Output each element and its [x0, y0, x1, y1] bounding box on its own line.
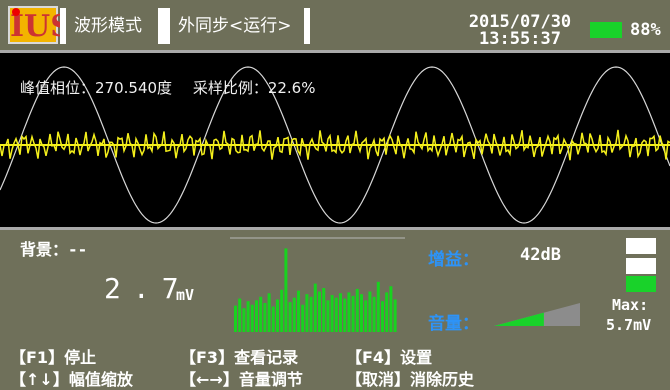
amplitude-bar — [305, 294, 309, 332]
amplitude-bar — [368, 291, 372, 332]
amplitude-zoom-key[interactable]: 【↑↓】幅值缩放 — [10, 370, 133, 389]
amplitude-bar — [339, 293, 342, 332]
amplitude-bar — [376, 281, 380, 332]
amplitude-bar — [242, 308, 246, 332]
amplitude-bar — [309, 296, 313, 332]
waveform-plot — [0, 66, 670, 224]
amplitude-bar — [318, 291, 321, 332]
function-key-bar: 【F1】停止 【F3】查看记录 【F4】设置 【↑↓】幅值缩放 【←→】音量调节… — [0, 338, 670, 389]
waveform-mode-tab[interactable]: 波形模式 — [60, 8, 164, 44]
amplitude-bar — [297, 290, 300, 332]
top-status-bar: IUS 波形模式 外同步<运行> 2015/07/30 13:55:37 88% — [0, 0, 670, 50]
f3-records-key[interactable]: 【F3】查看记录 — [180, 348, 299, 367]
waveform-display: 峰值相位：270.540度 采样比例：22.6% — [0, 50, 670, 230]
f4-settings-key[interactable]: 【F4】设置 — [346, 348, 433, 367]
amplitude-bar — [246, 301, 250, 332]
ius-logo: IUS — [8, 6, 72, 44]
amplitude-bar — [347, 292, 351, 332]
measurement-value: 2.7 — [104, 272, 191, 305]
amplitude-bar — [255, 300, 258, 332]
sampling-ratio-label: 采样比例：22.6% — [192, 79, 316, 97]
amplitude-bar — [259, 296, 263, 332]
amplitude-bar — [360, 294, 363, 332]
sine-reference-wave — [0, 66, 670, 224]
external-sync-status[interactable]: 外同步<运行> — [164, 8, 310, 44]
amplitude-bars — [230, 237, 405, 332]
time-text: 13:55:37 — [479, 29, 561, 49]
gain-label: 增益： — [428, 250, 479, 270]
record-dot-icon — [12, 8, 20, 16]
amplitude-bar — [301, 304, 305, 332]
level-box-2 — [626, 258, 656, 274]
gain-value: 42dB — [520, 245, 561, 265]
level-box-3 — [626, 276, 656, 292]
amplitude-bar — [381, 301, 384, 332]
amplitude-bar — [280, 289, 284, 332]
measurement-unit: mV — [176, 286, 195, 304]
volume-adjust-key[interactable]: 【←→】音量调节 — [180, 370, 303, 389]
background-label: 背景：-- — [20, 240, 88, 259]
amplitude-bar — [322, 288, 326, 332]
amplitude-bar — [250, 304, 254, 332]
readout-panel: 背景：-- 2.7 mV 增益： 42dB 音量： Max: 5.7mV — [0, 230, 670, 338]
f1-stop-key[interactable]: 【F1】停止 — [10, 348, 97, 367]
amplitude-bar — [393, 299, 397, 332]
amplitude-bar — [284, 248, 288, 332]
amplitude-bar — [372, 296, 376, 332]
amplitude-bar — [389, 286, 393, 332]
amplitude-bar — [313, 283, 317, 332]
amplitude-bar — [334, 297, 338, 332]
amplitude-bar — [385, 292, 389, 332]
scope-info: 峰值相位：270.540度 采样比例：22.6% — [20, 77, 331, 98]
battery-percentage: 88% — [630, 20, 661, 40]
amplitude-bar — [238, 298, 242, 332]
clear-history-key[interactable]: 【取消】消除历史 — [346, 370, 475, 389]
amplitude-bar — [330, 295, 334, 332]
amplitude-bar — [267, 293, 271, 332]
max-value: 5.7mV — [606, 316, 652, 334]
amplitude-bar — [288, 302, 292, 332]
max-label: Max: — [612, 296, 649, 314]
signal-wave — [0, 129, 670, 161]
date-text: 2015/07/30 — [468, 12, 572, 32]
amplitude-bar — [326, 300, 330, 332]
amplitude-bar — [234, 305, 237, 332]
peak-phase-label: 峰值相位：270.540度 — [20, 79, 173, 97]
volume-fill — [494, 312, 544, 326]
volume-slider[interactable] — [494, 303, 580, 327]
battery-icon — [590, 22, 622, 38]
amplitude-bar — [276, 299, 279, 332]
amplitude-bar — [343, 298, 347, 332]
amplitude-bar — [292, 297, 296, 332]
date-time: 2015/07/30 13:55:37 — [450, 14, 590, 48]
level-box-1 — [626, 238, 656, 254]
amplitude-bar — [364, 300, 368, 332]
amplitude-bar — [351, 295, 355, 332]
volume-label: 音量： — [428, 314, 479, 334]
amplitude-bar — [355, 288, 359, 332]
amplitude-bar — [271, 306, 275, 332]
amplitude-bar — [263, 302, 267, 332]
